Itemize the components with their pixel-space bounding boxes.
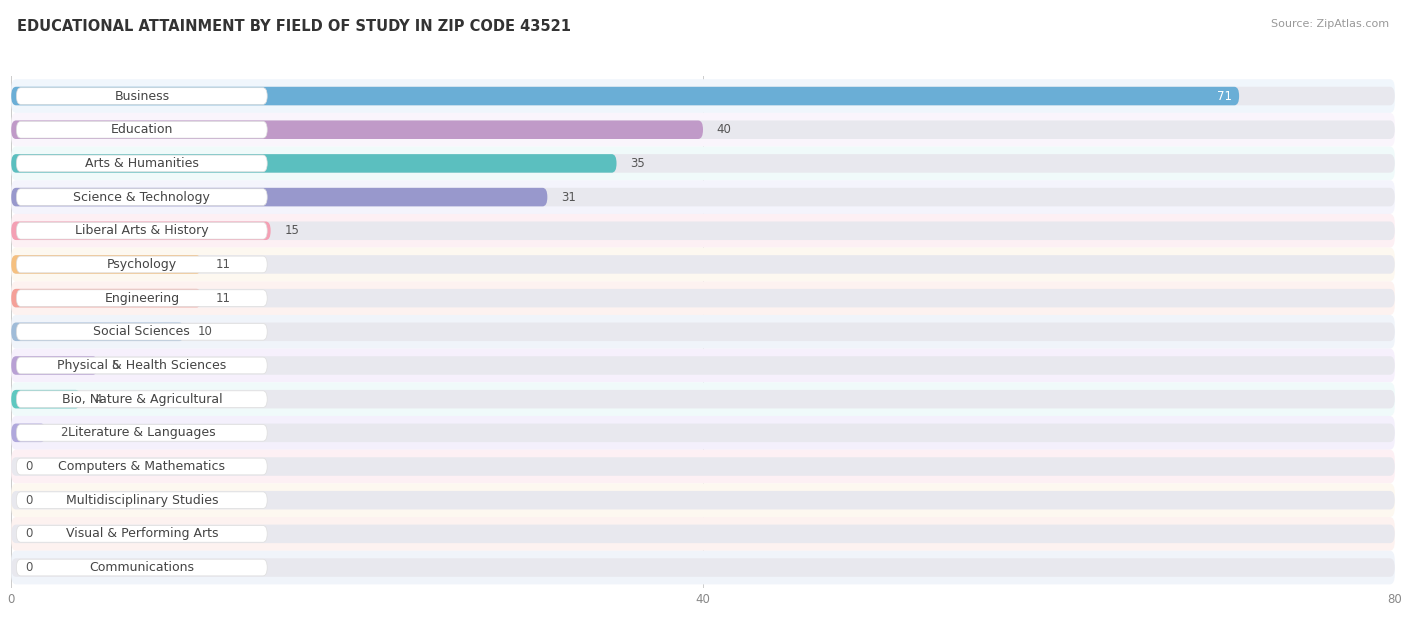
FancyBboxPatch shape: [11, 255, 1395, 274]
FancyBboxPatch shape: [11, 550, 1395, 585]
FancyBboxPatch shape: [11, 188, 547, 206]
Text: Bio, Nature & Agricultural: Bio, Nature & Agricultural: [62, 392, 222, 406]
FancyBboxPatch shape: [11, 349, 1395, 382]
Text: 11: 11: [215, 291, 231, 305]
FancyBboxPatch shape: [11, 87, 1239, 106]
FancyBboxPatch shape: [11, 79, 1395, 113]
Text: 71: 71: [1218, 90, 1232, 102]
FancyBboxPatch shape: [17, 222, 267, 239]
FancyBboxPatch shape: [11, 356, 1395, 375]
FancyBboxPatch shape: [11, 87, 1395, 106]
Text: Engineering: Engineering: [104, 291, 180, 305]
Text: 2: 2: [59, 427, 67, 439]
FancyBboxPatch shape: [11, 221, 1395, 240]
Text: Source: ZipAtlas.com: Source: ZipAtlas.com: [1271, 19, 1389, 29]
FancyBboxPatch shape: [11, 188, 1395, 206]
Text: 0: 0: [25, 527, 32, 540]
Text: 40: 40: [717, 123, 731, 137]
FancyBboxPatch shape: [17, 526, 267, 542]
Text: Literature & Languages: Literature & Languages: [67, 427, 215, 439]
FancyBboxPatch shape: [11, 180, 1395, 214]
FancyBboxPatch shape: [11, 558, 1395, 577]
Text: Physical & Health Sciences: Physical & Health Sciences: [58, 359, 226, 372]
FancyBboxPatch shape: [11, 525, 1395, 543]
FancyBboxPatch shape: [17, 492, 267, 509]
FancyBboxPatch shape: [11, 390, 80, 408]
FancyBboxPatch shape: [11, 121, 1395, 139]
Text: Psychology: Psychology: [107, 258, 177, 271]
Text: Science & Technology: Science & Technology: [73, 191, 211, 204]
FancyBboxPatch shape: [11, 154, 617, 173]
FancyBboxPatch shape: [17, 88, 267, 104]
FancyBboxPatch shape: [17, 357, 267, 374]
Text: 4: 4: [94, 392, 101, 406]
FancyBboxPatch shape: [11, 458, 1395, 476]
FancyBboxPatch shape: [11, 322, 1395, 341]
Text: 5: 5: [111, 359, 120, 372]
Text: Arts & Humanities: Arts & Humanities: [84, 157, 198, 170]
FancyBboxPatch shape: [11, 382, 1395, 416]
FancyBboxPatch shape: [11, 315, 1395, 349]
Text: 15: 15: [284, 224, 299, 237]
Text: 31: 31: [561, 191, 576, 204]
FancyBboxPatch shape: [11, 248, 1395, 281]
Text: Education: Education: [111, 123, 173, 137]
FancyBboxPatch shape: [11, 450, 1395, 483]
Text: 0: 0: [25, 494, 32, 507]
Text: 10: 10: [198, 325, 212, 338]
Text: 0: 0: [25, 561, 32, 574]
FancyBboxPatch shape: [11, 255, 201, 274]
FancyBboxPatch shape: [11, 147, 1395, 180]
FancyBboxPatch shape: [11, 289, 201, 307]
FancyBboxPatch shape: [11, 154, 1395, 173]
Text: EDUCATIONAL ATTAINMENT BY FIELD OF STUDY IN ZIP CODE 43521: EDUCATIONAL ATTAINMENT BY FIELD OF STUDY…: [17, 19, 571, 34]
FancyBboxPatch shape: [17, 458, 267, 475]
FancyBboxPatch shape: [17, 559, 267, 576]
FancyBboxPatch shape: [11, 390, 1395, 408]
FancyBboxPatch shape: [11, 281, 1395, 315]
FancyBboxPatch shape: [17, 290, 267, 307]
Text: Computers & Mathematics: Computers & Mathematics: [58, 460, 225, 473]
Text: Communications: Communications: [90, 561, 194, 574]
FancyBboxPatch shape: [11, 121, 703, 139]
FancyBboxPatch shape: [17, 425, 267, 441]
FancyBboxPatch shape: [17, 324, 267, 340]
Text: Liberal Arts & History: Liberal Arts & History: [75, 224, 208, 237]
FancyBboxPatch shape: [11, 483, 1395, 517]
Text: Multidisciplinary Studies: Multidisciplinary Studies: [66, 494, 218, 507]
FancyBboxPatch shape: [11, 491, 1395, 509]
Text: Social Sciences: Social Sciences: [93, 325, 190, 338]
FancyBboxPatch shape: [11, 416, 1395, 450]
FancyBboxPatch shape: [11, 214, 1395, 248]
Text: 0: 0: [25, 460, 32, 473]
FancyBboxPatch shape: [11, 423, 46, 442]
Text: 35: 35: [630, 157, 645, 170]
Text: Business: Business: [114, 90, 169, 102]
FancyBboxPatch shape: [17, 391, 267, 408]
FancyBboxPatch shape: [17, 121, 267, 138]
FancyBboxPatch shape: [17, 155, 267, 172]
FancyBboxPatch shape: [17, 256, 267, 273]
FancyBboxPatch shape: [11, 423, 1395, 442]
FancyBboxPatch shape: [17, 189, 267, 205]
Text: 11: 11: [215, 258, 231, 271]
FancyBboxPatch shape: [11, 517, 1395, 550]
FancyBboxPatch shape: [11, 221, 271, 240]
FancyBboxPatch shape: [11, 113, 1395, 147]
FancyBboxPatch shape: [11, 289, 1395, 307]
Text: Visual & Performing Arts: Visual & Performing Arts: [66, 527, 218, 540]
FancyBboxPatch shape: [11, 322, 184, 341]
FancyBboxPatch shape: [11, 356, 98, 375]
